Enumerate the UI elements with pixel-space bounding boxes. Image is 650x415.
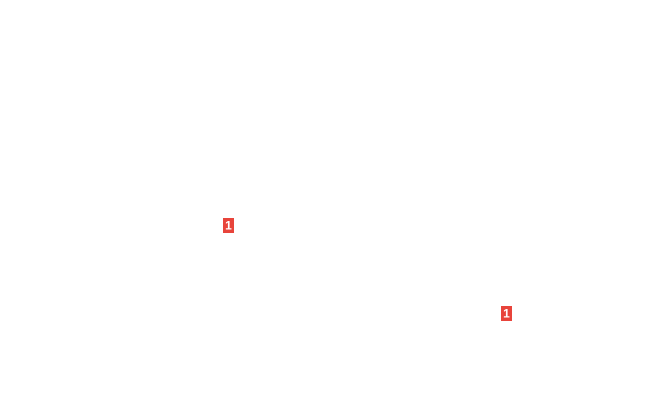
mark-badge-2[interactable]: 1 xyxy=(501,306,512,321)
mark-badge-label: 1 xyxy=(503,306,510,320)
mark-badge-label: 1 xyxy=(225,218,232,232)
mark-badge-1[interactable]: 1 xyxy=(223,218,234,233)
